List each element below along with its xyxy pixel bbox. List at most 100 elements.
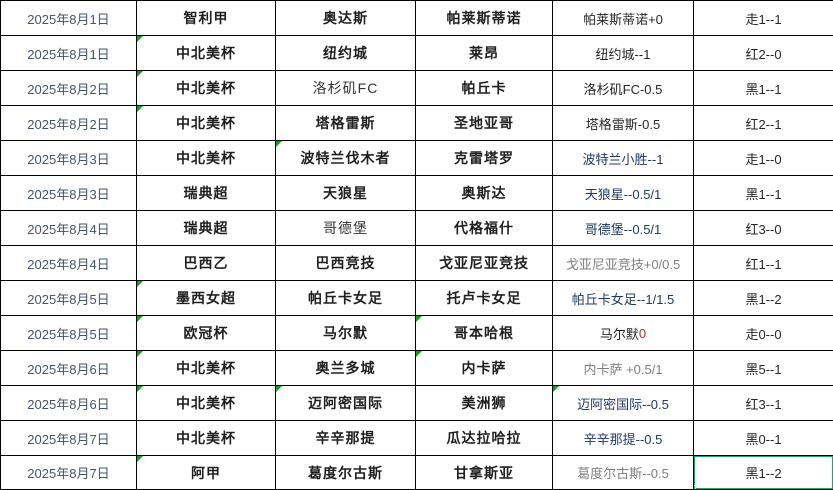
cell-home[interactable]: 巴西竞技 [276,246,416,281]
cell-league[interactable]: 中北美杯 [137,106,276,141]
cell-league[interactable]: 中北美杯 [137,71,276,106]
cell-league[interactable]: 阿甲 [137,456,276,490]
result-label: 黑5--1 [745,361,782,377]
date-label: 2025年8月6日 [27,396,110,412]
cell-handicap[interactable]: 波特兰小胜--1 [553,141,694,176]
cell-result[interactable]: 红3--0 [694,211,833,246]
cell-league[interactable]: 中北美杯 [137,421,276,456]
cell-home[interactable]: 辛辛那提 [276,421,416,456]
cell-league[interactable]: 中北美杯 [137,36,276,71]
cell-away[interactable]: 圣地亚哥 [416,106,553,141]
cell-league[interactable]: 欧冠杯 [137,316,276,351]
handicap-label: 辛辛那提--0.5 [583,431,663,447]
cell-away[interactable]: 美洲狮 [416,386,553,421]
cell-result[interactable]: 走1--1 [694,1,833,36]
cell-home[interactable]: 迈阿密国际 [276,386,416,421]
cell-home[interactable]: 洛杉矶FC [276,71,416,106]
cell-result[interactable]: 走1--0 [694,141,833,176]
cell-home[interactable]: 纽约城 [276,36,416,71]
cell-league[interactable]: 中北美杯 [137,386,276,421]
cell-handicap[interactable]: 帕丘卡女足--1/1.5 [553,281,694,316]
cell-date[interactable]: 2025年8月6日 [1,386,137,421]
date-label: 2025年8月2日 [27,81,110,97]
cell-away[interactable]: 克雷塔罗 [416,141,553,176]
cell-handicap[interactable]: 帕莱斯蒂诺+0 [553,1,694,36]
date-label: 2025年8月5日 [27,291,110,307]
cell-home[interactable]: 哥德堡 [276,211,416,246]
cell-away[interactable]: 哥本哈根 [416,316,553,351]
cell-result[interactable]: 红2--0 [694,36,833,71]
cell-league[interactable]: 巴西乙 [137,246,276,281]
cell-note-triangle-icon [137,281,143,287]
cell-away[interactable]: 托卢卡女足 [416,281,553,316]
cell-date[interactable]: 2025年8月1日 [1,36,137,71]
cell-league[interactable]: 中北美杯 [137,141,276,176]
selected-cell[interactable]: 黑1--2 [694,456,833,490]
cell-date[interactable]: 2025年8月7日 [1,456,137,490]
cell-league[interactable]: 瑞典超 [137,176,276,211]
cell-away[interactable]: 戈亚尼亚竞技 [416,246,553,281]
cell-result[interactable]: 黑1--1 [694,176,833,211]
cell-date[interactable]: 2025年8月1日 [1,1,137,36]
cell-away[interactable]: 代格福什 [416,211,553,246]
cell-home[interactable]: 帕丘卡女足 [276,281,416,316]
cell-handicap[interactable]: 葛度尔古斯--0.5 [553,456,694,490]
cell-handicap[interactable]: 迈阿密国际--0.5 [553,386,694,421]
handicap-label: 帕莱斯蒂诺+0 [583,11,663,27]
cell-note-triangle-icon [276,141,282,147]
cell-handicap[interactable]: 马尔默 0 [553,316,694,351]
cell-date[interactable]: 2025年8月4日 [1,246,137,281]
cell-home[interactable]: 奥达斯 [276,1,416,36]
cell-away[interactable]: 奥斯达 [416,176,553,211]
cell-handicap[interactable]: 哥德堡--0.5/1 [553,211,694,246]
cell-date[interactable]: 2025年8月6日 [1,351,137,386]
cell-result[interactable]: 黑1--1 [694,71,833,106]
cell-result[interactable]: 红1--1 [694,246,833,281]
result-label: 黑1--1 [745,186,782,202]
cell-home[interactable]: 奥兰多城 [276,351,416,386]
cell-handicap[interactable]: 辛辛那提--0.5 [553,421,694,456]
handicap-label: 哥德堡--0.5/1 [584,221,662,237]
cell-date[interactable]: 2025年8月4日 [1,211,137,246]
cell-home[interactable]: 塔格雷斯 [276,106,416,141]
cell-league[interactable]: 智利甲 [137,1,276,36]
cell-away[interactable]: 内卡萨 [416,351,553,386]
cell-result[interactable]: 黑0--1 [694,421,833,456]
cell-result[interactable]: 红3--1 [694,386,833,421]
cell-date[interactable]: 2025年8月2日 [1,106,137,141]
cell-handicap[interactable]: 塔格雷斯-0.5 [553,106,694,141]
cell-home[interactable]: 波特兰伐木者 [276,141,416,176]
cell-home[interactable]: 马尔默 [276,316,416,351]
cell-away[interactable]: 莱昂 [416,36,553,71]
cell-handicap[interactable]: 纽约城--1 [553,36,694,71]
cell-league[interactable]: 瑞典超 [137,211,276,246]
cell-result[interactable]: 红2--1 [694,106,833,141]
cell-result[interactable]: 黑5--1 [694,351,833,386]
cell-date[interactable]: 2025年8月3日 [1,176,137,211]
cell-league[interactable]: 墨西女超 [137,281,276,316]
selection-fill-handle[interactable] [694,485,696,489]
cell-league[interactable]: 中北美杯 [137,351,276,386]
league-label: 阿甲 [191,464,221,481]
cell-date[interactable]: 2025年8月5日 [1,281,137,316]
cell-handicap[interactable]: 戈亚尼亚竞技+0/0.5 [553,246,694,281]
cell-note-triangle-icon [137,106,143,112]
cell-date[interactable]: 2025年8月2日 [1,71,137,106]
cell-away[interactable]: 帕莱斯蒂诺 [416,1,553,36]
cell-result[interactable]: 黑1--2 [694,281,833,316]
cell-home[interactable]: 天狼星 [276,176,416,211]
away-team-label: 戈亚尼亚竞技 [439,255,529,271]
cell-note-triangle-icon [137,351,143,357]
cell-result[interactable]: 走0--0 [694,316,833,351]
cell-handicap[interactable]: 天狼星--0.5/1 [553,176,694,211]
cell-away[interactable]: 瓜达拉哈拉 [416,421,553,456]
cell-date[interactable]: 2025年8月3日 [1,141,137,176]
cell-away[interactable]: 甘拿斯亚 [416,456,553,490]
cell-home[interactable]: 葛度尔古斯 [276,456,416,490]
cell-handicap[interactable]: 内卡萨 +0.5/1 [553,351,694,386]
cell-handicap[interactable]: 洛杉矶FC-0.5 [553,71,694,106]
away-team-label: 圣地亚哥 [454,115,514,131]
cell-date[interactable]: 2025年8月5日 [1,316,137,351]
cell-away[interactable]: 帕丘卡 [416,71,553,106]
cell-date[interactable]: 2025年8月7日 [1,421,137,456]
